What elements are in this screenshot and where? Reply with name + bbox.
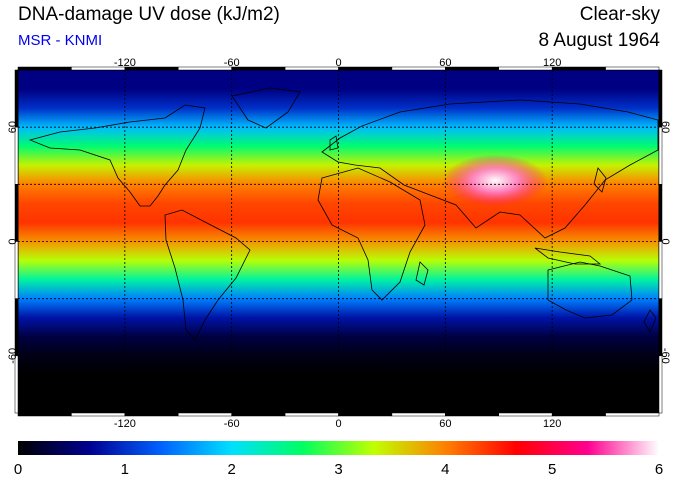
frame-bar bbox=[658, 355, 663, 414]
frame-bar bbox=[14, 69, 19, 128]
colorbar-label: 3 bbox=[334, 461, 342, 478]
top-lon-label: -120 bbox=[114, 57, 136, 69]
colorbar-label: 6 bbox=[655, 461, 663, 478]
frame-bar bbox=[605, 66, 660, 71]
coast-africa bbox=[317, 167, 426, 301]
bottom-lon-label: -60 bbox=[224, 418, 240, 430]
frame-bar bbox=[391, 66, 446, 71]
left-lat-label: 0 bbox=[7, 238, 19, 244]
colorbar-label: 5 bbox=[548, 461, 556, 478]
frame-border-bars bbox=[14, 66, 663, 417]
left-lat-label: -60 bbox=[7, 348, 19, 364]
colorbar bbox=[18, 441, 659, 455]
top-lon-label: 120 bbox=[543, 57, 561, 69]
coast-indonesia bbox=[534, 247, 602, 265]
uv-hotspot bbox=[443, 154, 548, 207]
coast-eurasia bbox=[321, 99, 659, 239]
source-label: MSR - KNMI bbox=[18, 32, 103, 49]
colorbar-label: 0 bbox=[14, 461, 22, 478]
frame-bar bbox=[284, 412, 339, 417]
coast-madagascar bbox=[415, 261, 429, 286]
colorbar-label: 4 bbox=[441, 461, 449, 478]
frame-bar bbox=[14, 355, 19, 414]
left-lat-label: 60 bbox=[7, 121, 19, 133]
frame-bar bbox=[17, 412, 72, 417]
frame-bar bbox=[14, 184, 19, 242]
coast-south-america bbox=[164, 209, 251, 341]
date-label: 8 August 1964 bbox=[538, 30, 661, 51]
frame-bar bbox=[338, 412, 393, 417]
sky-condition-label: Clear-sky bbox=[579, 4, 660, 25]
bottom-lon-label: 0 bbox=[335, 418, 341, 430]
frame-bar bbox=[658, 184, 663, 242]
coast-uk bbox=[329, 135, 339, 151]
map-title: DNA-damage UV dose (kJ/m2) bbox=[18, 4, 280, 25]
frame-bar bbox=[14, 241, 19, 299]
bottom-lon-label: -120 bbox=[114, 418, 136, 430]
colorbar-label: 2 bbox=[227, 461, 235, 478]
graticule bbox=[18, 70, 659, 413]
colorbar-label: 1 bbox=[121, 461, 129, 478]
frame-bar bbox=[284, 66, 339, 71]
frame-bar bbox=[124, 412, 179, 417]
frame-bar bbox=[658, 69, 663, 128]
axis-tick-labels: -120 -60 0 60 120 -120 -60 0 60 120 60 0… bbox=[7, 57, 671, 430]
top-lon-label: -60 bbox=[224, 57, 240, 69]
right-lat-label: -60 bbox=[659, 348, 671, 364]
coastlines bbox=[28, 87, 659, 341]
frame-bar bbox=[178, 412, 232, 417]
frame-bar bbox=[605, 412, 660, 417]
bottom-lon-label: 60 bbox=[439, 418, 451, 430]
coast-australia bbox=[547, 261, 633, 319]
right-lat-label: 0 bbox=[659, 238, 671, 244]
frame-bar bbox=[14, 298, 19, 357]
frame-bar bbox=[338, 66, 393, 71]
frame-bar bbox=[391, 412, 446, 417]
coast-greenland bbox=[231, 87, 301, 129]
colorbar-labels: 0 1 2 3 4 5 6 bbox=[14, 461, 663, 478]
top-lon-label: 0 bbox=[335, 57, 341, 69]
frame-bar bbox=[17, 66, 72, 71]
frame-bar bbox=[658, 241, 663, 299]
bottom-lon-label: 120 bbox=[543, 418, 561, 430]
frame-bar bbox=[551, 412, 606, 417]
frame-bar bbox=[498, 412, 553, 417]
coast-new-zealand bbox=[643, 309, 657, 333]
top-lon-label: 60 bbox=[439, 57, 451, 69]
frame-bar bbox=[231, 412, 286, 417]
frame-bar bbox=[14, 126, 19, 185]
coast-japan bbox=[593, 167, 607, 193]
frame-bar bbox=[445, 412, 500, 417]
frame-bar bbox=[71, 412, 126, 417]
frame-bar bbox=[231, 66, 286, 71]
right-lat-label: 60 bbox=[659, 121, 671, 133]
frame-bar bbox=[658, 126, 663, 185]
frame-bar bbox=[445, 66, 500, 71]
coast-north-america bbox=[28, 104, 206, 207]
